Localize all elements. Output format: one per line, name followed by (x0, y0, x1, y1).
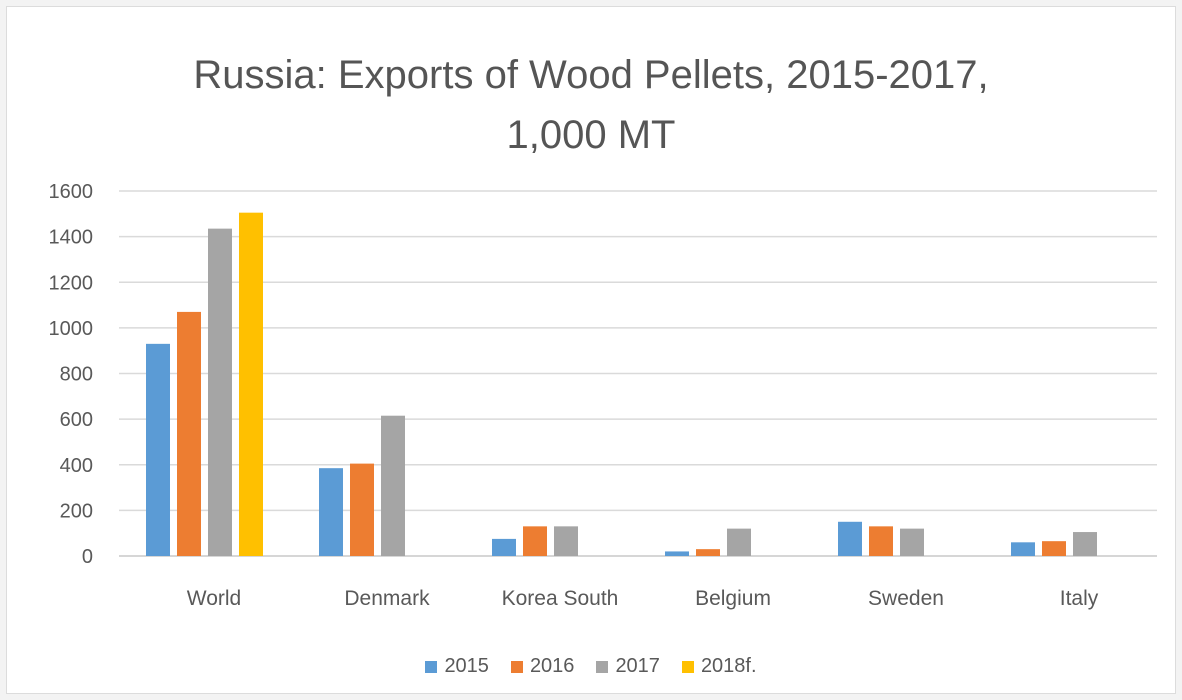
legend-swatch (425, 660, 438, 673)
x-category-label: Italy (1060, 587, 1099, 610)
legend-item: 2017 (596, 655, 660, 678)
x-category-label: World (187, 587, 241, 610)
bar-2015-belgium (665, 551, 689, 556)
x-category-label: Belgium (695, 587, 771, 610)
y-tick-label: 1600 (49, 181, 94, 203)
chart-frame: Russia: Exports of Wood Pellets, 2015-20… (6, 6, 1176, 694)
y-tick-label: 1200 (49, 272, 94, 294)
bar-2017-denmark (381, 415, 405, 556)
bar-2015-sweden (838, 521, 862, 556)
y-tick-label: 0 (82, 546, 93, 568)
bar-2015-italy (1011, 542, 1035, 556)
legend-item: 2015 (425, 655, 489, 678)
y-tick-label: 400 (60, 455, 93, 477)
x-category-label: Sweden (868, 587, 944, 610)
y-tick-label: 1400 (49, 227, 94, 249)
bar-2016-korea-south (523, 526, 547, 556)
y-tick-label: 800 (60, 364, 93, 386)
bar-2017-korea-south (554, 526, 578, 556)
legend-swatch (510, 660, 523, 673)
x-category-label: Denmark (344, 587, 430, 610)
chart-title-line-1: Russia: Exports of Wood Pellets, 2015-20… (193, 53, 989, 97)
chart-title: Russia: Exports of Wood Pellets, 2015-20… (7, 45, 1175, 165)
legend-label: 2015 (444, 655, 489, 677)
legend-label: 2016 (529, 655, 575, 677)
y-tick-label: 600 (60, 409, 93, 431)
legend-label: 2018f. (700, 655, 757, 677)
legend-swatch (681, 660, 694, 673)
bar-2017-belgium (727, 528, 751, 556)
chart-title-line-2: 1,000 MT (506, 113, 676, 157)
bar-2017-italy (1073, 532, 1097, 556)
legend-label: 2017 (615, 655, 660, 677)
bar-2016-denmark (350, 463, 374, 556)
bar-2016-belgium (696, 549, 720, 556)
bar-2016-sweden (869, 526, 893, 556)
bar-2015-world (146, 343, 170, 556)
bar-2016-italy (1042, 541, 1066, 556)
bar-2016-world (177, 311, 201, 556)
legend-item: 2018f. (681, 655, 757, 678)
bar-2017-sweden (900, 528, 924, 556)
chart-legend: 2015 2016 2017 2018f. (7, 655, 1175, 678)
y-tick-label: 1000 (49, 318, 94, 340)
y-tick-label: 200 (60, 500, 93, 522)
bar-2018f-world (239, 212, 263, 556)
bar-chart-plot: 0 200 400 600 800 1000 1200 1400 1600 World Denmar… (49, 181, 1157, 610)
legend-swatch (596, 660, 609, 673)
bar-2017-world (208, 228, 232, 556)
legend-item: 2016 (510, 655, 575, 678)
bar-2015-denmark (319, 468, 343, 556)
bar-2015-korea-south (492, 538, 516, 556)
x-category-label: Korea South (502, 587, 619, 610)
